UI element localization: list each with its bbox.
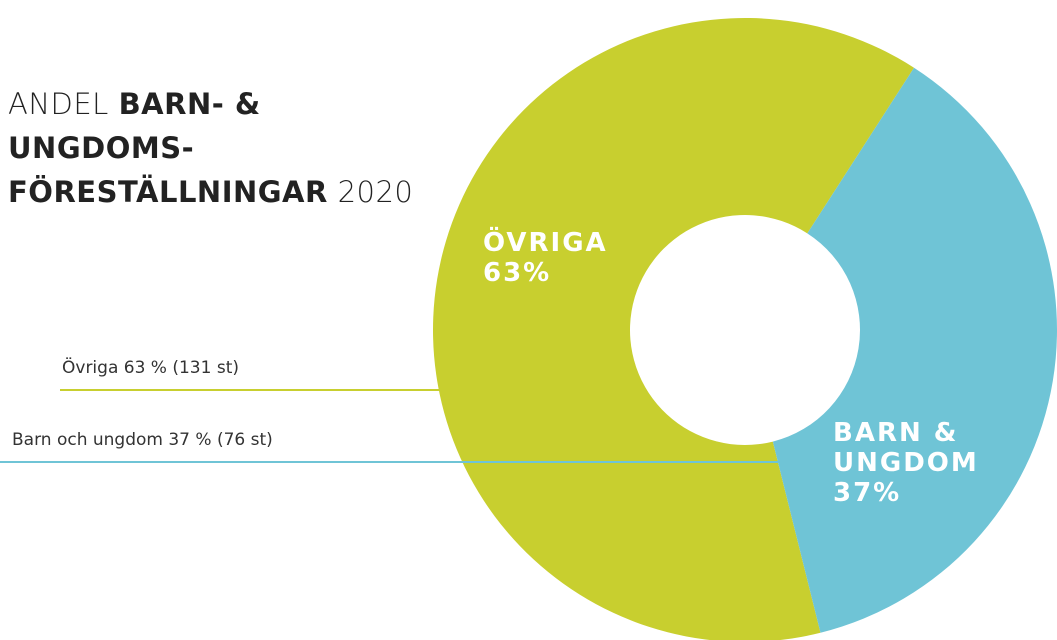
title-bold: BARN- & [119, 87, 261, 121]
legend-label: Barn och ungdom 37 % (76 st) [12, 430, 273, 450]
title-prefix: ANDEL [8, 87, 109, 121]
chart-title: ANDEL BARN- & UNGDOMS- FÖRESTÄLLNINGAR 2… [8, 82, 413, 214]
segment-value: 63% [483, 258, 633, 288]
title-bold: FÖRESTÄLLNINGAR [8, 175, 328, 209]
segment-name: ÖVRIGA [483, 228, 633, 258]
segment-value: 37% [833, 478, 983, 508]
segment-name: BARN & UNGDOM [833, 418, 983, 478]
title-suffix: 2020 [338, 175, 414, 209]
page: ANDEL BARN- & UNGDOMS- FÖRESTÄLLNINGAR 2… [0, 0, 1057, 640]
title-bold: UNGDOMS- [8, 131, 194, 165]
legend-label: Övriga 63 % (131 st) [62, 358, 239, 378]
